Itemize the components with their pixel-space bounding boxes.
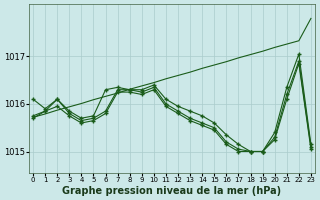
X-axis label: Graphe pression niveau de la mer (hPa): Graphe pression niveau de la mer (hPa) — [62, 186, 282, 196]
